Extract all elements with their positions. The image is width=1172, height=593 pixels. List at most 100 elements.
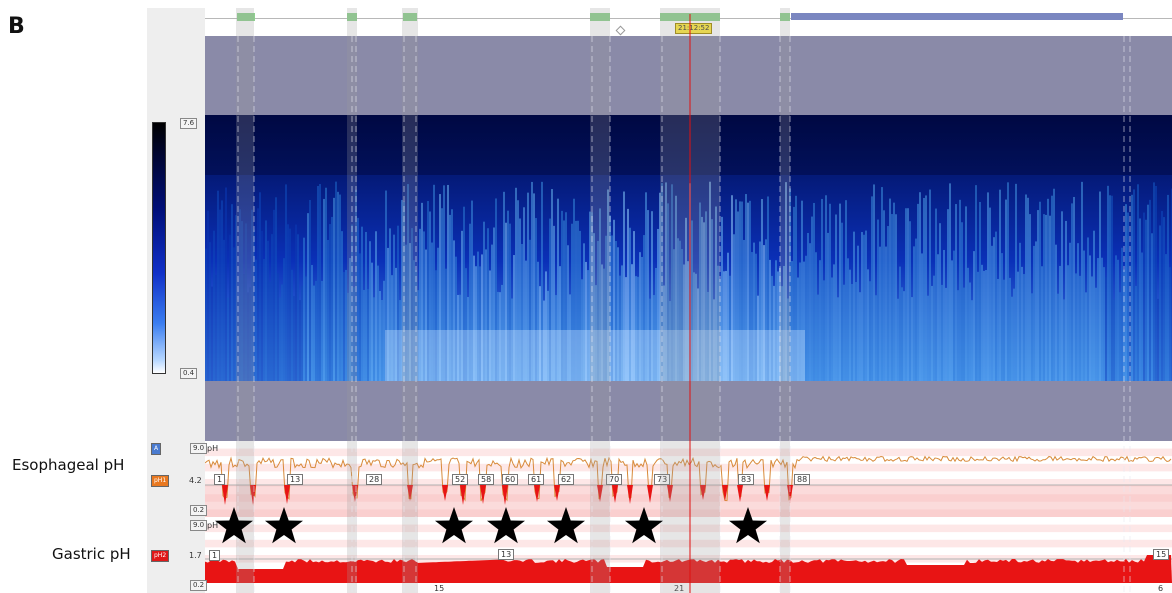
heatmap-streak — [741, 201, 743, 381]
heatmap-streak — [1089, 255, 1091, 381]
heatmap-streak — [355, 189, 357, 381]
heatmap-streak — [659, 192, 661, 381]
heatmap-streak — [913, 246, 915, 381]
heatmap-streak — [701, 216, 703, 381]
diamond-marker-icon — [615, 25, 626, 36]
heatmap-streak — [881, 187, 883, 381]
eso-ymid-label: 4.2 — [189, 476, 202, 485]
heatmap-streak — [859, 292, 861, 381]
heatmap-streak — [1063, 299, 1065, 381]
heatmap-streak — [961, 222, 963, 381]
heatmap-streak — [533, 193, 535, 381]
heatmap-streak — [1125, 204, 1127, 381]
heatmap-streak — [825, 195, 827, 381]
heatmap-streak — [1095, 287, 1097, 381]
heatmap-streak — [681, 248, 683, 381]
eso-event-tag: 58 — [478, 474, 495, 485]
heatmap-streak — [1147, 204, 1149, 381]
heatmap-streak — [503, 191, 505, 381]
heatmap-streak — [627, 208, 629, 381]
heatmap-streak — [895, 214, 897, 381]
heatmap-streak — [965, 206, 967, 381]
eso-reflux-spike — [352, 485, 358, 502]
heatmap-streak — [743, 239, 745, 381]
heatmap-streak — [651, 211, 653, 381]
heatmap-streak — [1087, 237, 1089, 381]
heatmap-streak — [1079, 275, 1081, 381]
heatmap-streak — [1115, 255, 1117, 381]
heatmap-streak — [1071, 203, 1073, 381]
heatmap-streak — [1085, 292, 1087, 381]
heatmap-streak — [693, 272, 695, 381]
heatmap-streak — [887, 226, 889, 381]
heatmap-streak — [467, 296, 469, 381]
heatmap-streak — [755, 253, 757, 381]
heatmap-streak — [207, 210, 209, 381]
eso-acid-zone — [205, 485, 1172, 517]
heatmap-streak — [985, 270, 987, 381]
heatmap-streak — [1121, 247, 1123, 381]
heatmap-streak — [343, 272, 345, 381]
heatmap-streak — [847, 258, 849, 381]
heatmap-streak — [215, 275, 217, 381]
heatmap-streak — [589, 211, 591, 381]
heatmap-streak — [611, 235, 613, 381]
heatmap-streak — [369, 241, 371, 381]
heatmap-streak — [845, 200, 847, 381]
heatmap-streak — [607, 189, 609, 381]
channel-a-badge: A — [151, 443, 162, 455]
heatmap-streak — [773, 285, 775, 381]
gastric-ph-trace — [205, 517, 1172, 593]
heatmap-streak — [1049, 215, 1051, 381]
eso-reflux-spike — [764, 485, 770, 501]
heatmap-streak — [245, 223, 247, 381]
heatmap-streak — [471, 200, 473, 381]
eso-event-tag: 52 — [452, 474, 469, 485]
heatmap-streak — [1107, 185, 1109, 381]
eso-reflux-spike — [534, 485, 540, 502]
heatmap-streak — [1039, 201, 1041, 381]
gas-bg-stripe — [205, 547, 1172, 555]
heatmap-streak — [525, 260, 527, 381]
heatmap-streak — [353, 286, 355, 381]
heatmap-streak — [959, 199, 961, 381]
heatmap-streak — [879, 246, 881, 381]
heatmap-streak — [457, 294, 459, 381]
heatmap-streak — [417, 290, 419, 381]
heatmap-streak — [375, 231, 377, 381]
heatmap-streak — [1113, 299, 1115, 381]
heatmap-streak — [883, 210, 885, 381]
heatmap-streak — [545, 271, 547, 381]
heatmap-streak — [529, 239, 531, 381]
supine-period-bar — [791, 13, 1123, 20]
heatmap-streak — [1099, 191, 1101, 381]
heatmap-streak — [359, 253, 361, 381]
heatmap-streak — [559, 266, 561, 381]
heatmap-streak — [445, 268, 447, 381]
heatmap-streak — [1013, 288, 1015, 381]
heatmap-streak — [1037, 210, 1039, 381]
heatmap-streak — [365, 231, 367, 381]
heatmap-streak — [891, 214, 893, 381]
heatmap-streak — [785, 182, 787, 381]
heatmap-streak — [323, 198, 325, 381]
heatmap-streak — [265, 220, 267, 381]
heatmap-streak — [335, 181, 337, 381]
heatmap-streak — [769, 259, 771, 381]
heatmap-streak — [1001, 253, 1003, 381]
heatmap-streak — [865, 230, 867, 381]
heatmap-streak — [909, 221, 911, 381]
heatmap-streak — [1103, 267, 1105, 381]
heatmap-streak — [973, 251, 975, 381]
heatmap-streak — [683, 264, 685, 381]
heatmap-streak — [509, 223, 511, 381]
heatmap-streak — [1131, 194, 1133, 381]
heatmap-streak — [299, 300, 301, 381]
heatmap-streak — [427, 201, 429, 381]
heatmap-streak — [925, 195, 927, 381]
heatmap-streak — [1025, 194, 1027, 381]
heatmap-streak — [1059, 265, 1061, 381]
eso-event-tag: 60 — [502, 474, 519, 485]
heatmap-streak — [721, 216, 723, 381]
heatmap-streak — [807, 232, 809, 381]
